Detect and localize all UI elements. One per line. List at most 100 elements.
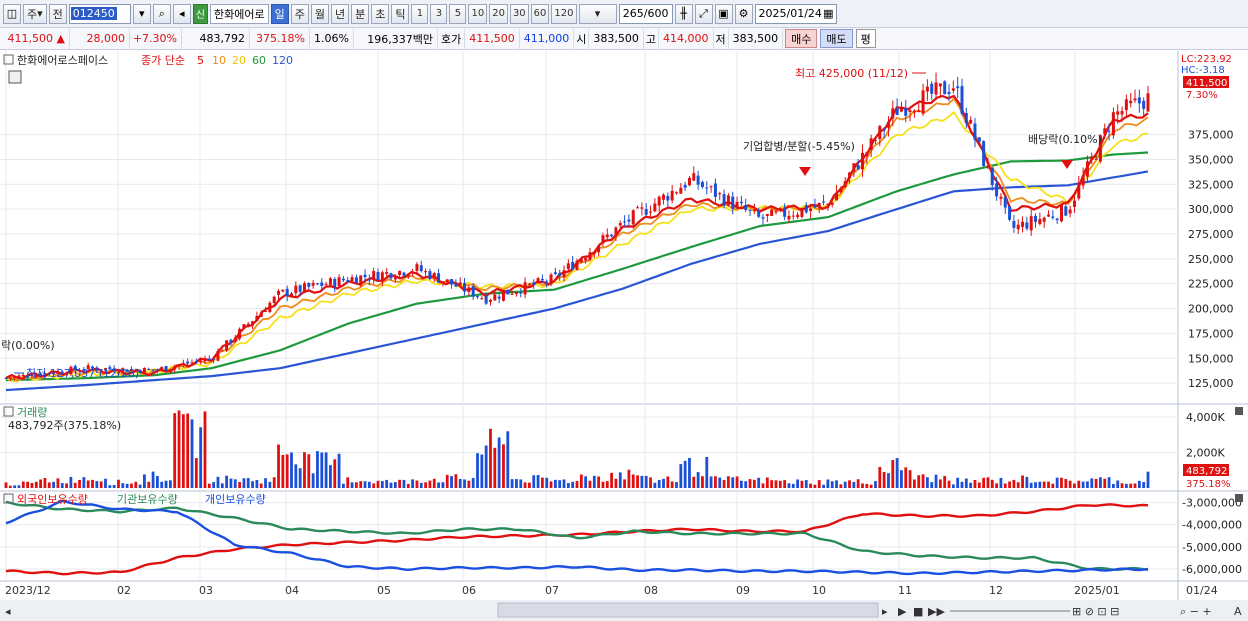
price-tick-label: 375,000: [1188, 129, 1234, 142]
font-size-icon[interactable]: A: [1234, 605, 1242, 618]
volume-bar: [562, 479, 566, 488]
holdings-panel-close-icon[interactable]: [1235, 494, 1243, 502]
candle-body: [255, 315, 259, 321]
eval-button[interactable]: 평: [855, 29, 876, 48]
zoom-icons[interactable]: ⌕ − +: [1180, 605, 1212, 618]
candle-body: [441, 281, 445, 284]
holdings-panel-collapse-icon[interactable]: [3, 493, 14, 504]
buy-button[interactable]: 매수: [785, 29, 818, 48]
period-second[interactable]: 초: [371, 3, 390, 24]
volume-bar: [1016, 482, 1020, 488]
fast-forward-icon[interactable]: ▶▶: [928, 605, 945, 618]
interval-30[interactable]: 30: [509, 3, 529, 24]
window-icon[interactable]: ◫: [3, 3, 21, 24]
volume-bar: [298, 468, 302, 488]
settings-icon[interactable]: ⚙: [734, 3, 753, 24]
speaker-icon[interactable]: ◂: [172, 3, 191, 24]
volume-panel-collapse-icon[interactable]: [3, 406, 14, 417]
date-input[interactable]: 2025/01/24 ▦: [754, 3, 837, 24]
period-year[interactable]: 년: [330, 3, 350, 24]
volume-bar: [56, 478, 60, 488]
candle-body: [1142, 100, 1146, 109]
volume-bar: [21, 481, 25, 488]
scroll-left-icon[interactable]: ◂: [5, 605, 11, 618]
x-tick-label: 05: [377, 584, 391, 597]
candle-body: [878, 126, 882, 140]
volume-panel-close-icon[interactable]: [1235, 407, 1243, 415]
grid-toggle-icon[interactable]: [8, 70, 22, 84]
candle-body: [700, 181, 704, 187]
candle-body: [424, 271, 428, 273]
volume-bar: [125, 483, 129, 488]
volume-bar: [748, 479, 752, 488]
volume-bar: [307, 454, 311, 488]
volume-bar: [739, 480, 743, 488]
candle-body: [60, 371, 64, 374]
period-tick[interactable]: 틱: [391, 3, 410, 24]
scroll-right-icon[interactable]: ▸: [882, 605, 888, 618]
last-price-tag: [1183, 76, 1229, 88]
code-dropdown-icon[interactable]: ▾: [132, 3, 151, 24]
interval-dropdown[interactable]: ▾: [578, 3, 617, 24]
holdings-lines: [5, 499, 1149, 576]
candle-type-icon[interactable]: ╫: [674, 3, 693, 24]
interval-120[interactable]: 120: [551, 3, 577, 24]
candle-body: [571, 261, 575, 270]
draw-tool-icon[interactable]: ⤢: [694, 3, 713, 24]
volume-bar: [138, 484, 142, 488]
volume-bar: [333, 459, 337, 488]
play-icon[interactable]: ▶: [898, 605, 907, 618]
volume-bar: [938, 479, 942, 488]
volume-bar: [943, 475, 947, 488]
panel-collapse-icon[interactable]: [3, 54, 14, 65]
volume-bar: [683, 460, 687, 488]
x-axis-right-label: 01/24: [1186, 584, 1218, 597]
save-icon[interactable]: ▣: [714, 3, 733, 24]
type-select[interactable]: 주 ▾: [23, 3, 47, 24]
candle-body: [242, 324, 246, 329]
candle-body: [177, 364, 181, 367]
volume-bar: [705, 456, 709, 488]
stop-icon[interactable]: ■: [913, 605, 923, 618]
stock-code-input[interactable]: 012450: [68, 3, 131, 24]
merger-event-marker: [799, 167, 811, 176]
hc-label: HC:-3.18: [1181, 65, 1225, 76]
volume-bar: [463, 479, 466, 488]
interval-3[interactable]: 3: [430, 3, 448, 24]
candle-body: [774, 211, 778, 213]
period-day[interactable]: 일: [270, 3, 289, 24]
volume-bar: [173, 413, 177, 488]
candle-body: [623, 221, 627, 223]
count-input[interactable]: 265/600: [618, 3, 673, 24]
candle-body: [969, 119, 973, 124]
candle-body: [415, 264, 419, 271]
interval-1[interactable]: 1: [411, 3, 429, 24]
candle-body: [251, 321, 255, 326]
prev-button[interactable]: 전: [48, 3, 67, 24]
period-minute[interactable]: 분: [351, 3, 370, 24]
stock-name-field[interactable]: 한화에어로: [209, 3, 269, 24]
calendar-icon[interactable]: ▦: [823, 7, 834, 20]
scroll-thumb[interactable]: [497, 602, 879, 618]
period-week[interactable]: 주: [290, 3, 309, 24]
candle-body: [190, 362, 194, 364]
volume-bar: [17, 485, 21, 488]
candle-body: [315, 283, 319, 285]
interval-60[interactable]: 60: [530, 3, 550, 24]
period-month[interactable]: 월: [310, 3, 329, 24]
interval-20[interactable]: 20: [489, 3, 508, 24]
volume-bar: [947, 480, 951, 488]
search-icon[interactable]: ⌕: [152, 3, 171, 24]
volume-bar: [147, 481, 151, 488]
volume-bar: [164, 480, 168, 488]
volume-tick-label: 4,000K: [1186, 411, 1225, 424]
volume-bar: [168, 480, 172, 488]
tool-icons[interactable]: ⊞ ⊘ ⊡ ⊟: [1072, 605, 1119, 618]
volume-bar: [532, 475, 536, 488]
volume-bar: [346, 477, 350, 488]
interval-10[interactable]: 10: [468, 3, 488, 24]
sell-button[interactable]: 매도: [820, 29, 853, 48]
volume-bar: [281, 454, 285, 488]
interval-5[interactable]: 5: [449, 3, 467, 24]
